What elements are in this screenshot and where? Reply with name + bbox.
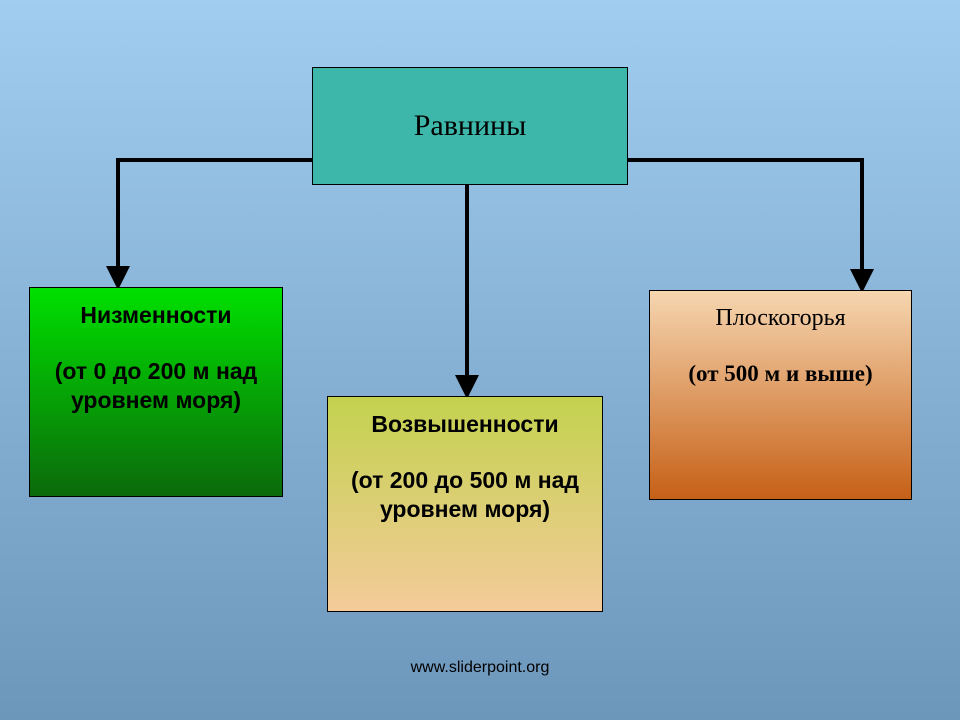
child-title: Низменности [80, 302, 231, 329]
root-node: Равнины [312, 67, 628, 185]
root-label: Равнины [414, 109, 527, 143]
child-subtitle: (от 500 м и выше) [674, 360, 886, 389]
child-node-0: Низменности (от 0 до 200 м над уровнем мо… [29, 287, 283, 497]
child-title: Возвышенности [371, 411, 558, 438]
child-node-1: Возвышенности (от 200 до 500 м над уровне… [327, 396, 603, 612]
footer-url: www.sliderpoint.org [0, 659, 960, 677]
child-title: Плоскогорья [715, 305, 845, 332]
child-subtitle: (от 200 до 500 м над уровнем моря) [328, 466, 602, 524]
child-subtitle: (от 0 до 200 м над уровнем моря) [30, 357, 282, 415]
child-node-2: Плоскогорья (от 500 м и выше) [649, 290, 912, 500]
